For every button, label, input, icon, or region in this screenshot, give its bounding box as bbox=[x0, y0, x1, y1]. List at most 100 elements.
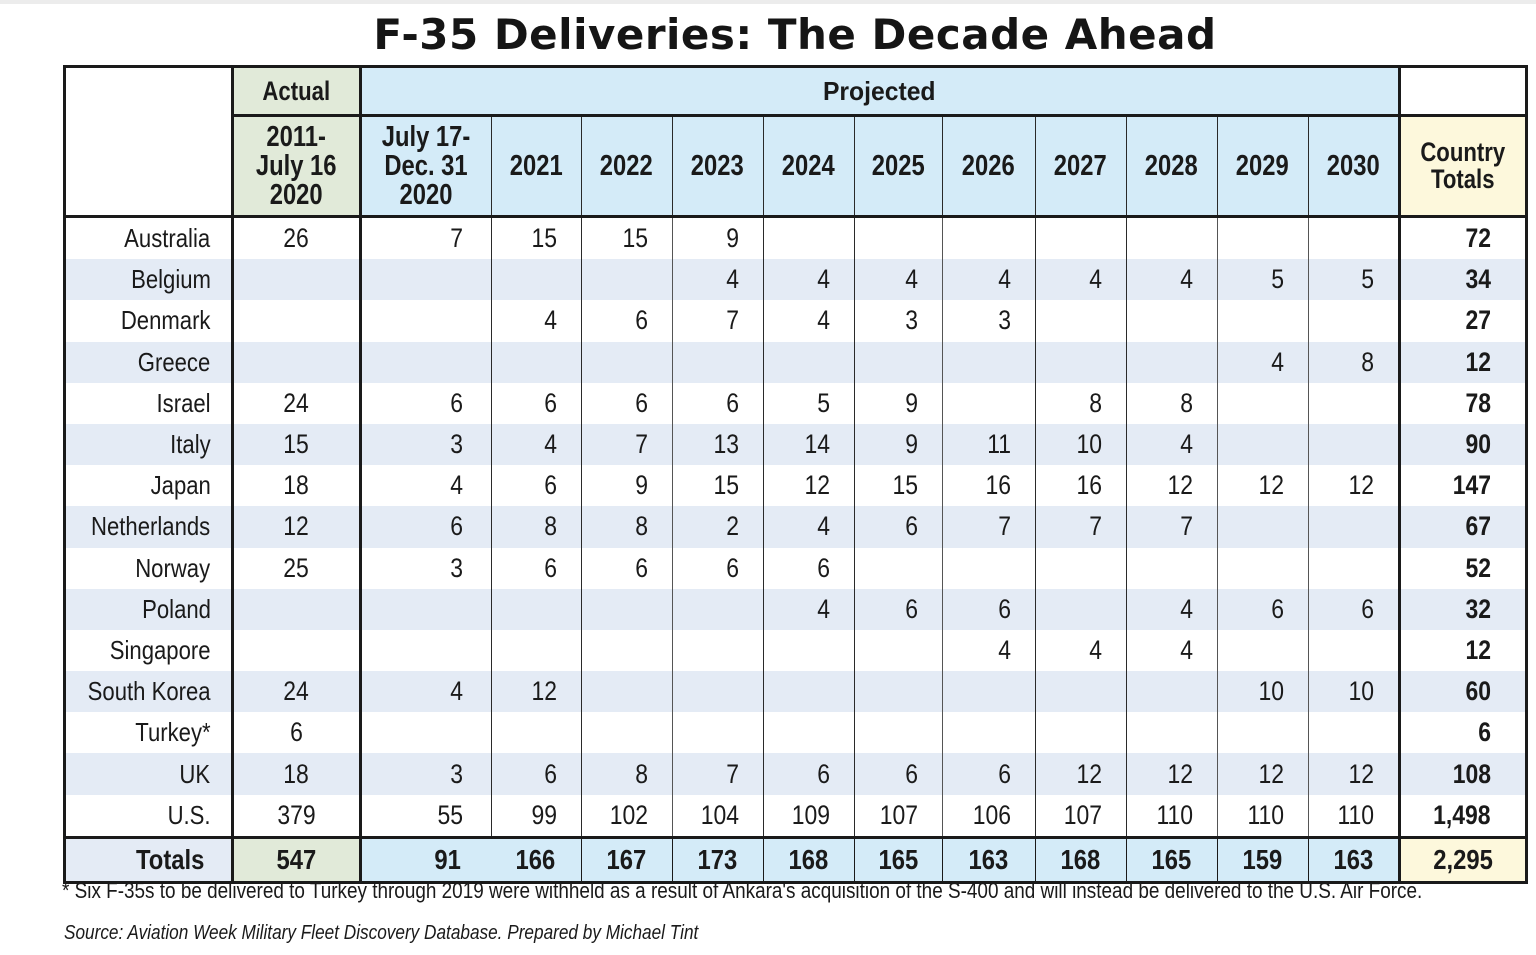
year-value-cell bbox=[942, 382, 1036, 424]
year-value-cell: 7 bbox=[1126, 506, 1218, 548]
table-row: Turkey* 6 6 bbox=[63, 712, 1528, 754]
country-total-cell: 72 bbox=[1397, 216, 1528, 260]
year-value-cell: 6 bbox=[672, 382, 764, 424]
actual-value-cell: 24 bbox=[230, 382, 362, 424]
year-value-cell: 107 bbox=[1035, 794, 1127, 838]
country-total-cell: 90 bbox=[1397, 423, 1528, 466]
year-value-cell: 110 bbox=[1336, 799, 1374, 830]
year-value-cell: 110 bbox=[1126, 794, 1218, 838]
totals-year-cell: 167 bbox=[581, 835, 673, 884]
actual-value-cell: 379 bbox=[230, 794, 362, 838]
column-header-july-dec: July 17- Dec. 31 2020 bbox=[360, 115, 492, 218]
july-dec-value-cell: 6 bbox=[360, 382, 492, 424]
july-dec-value-cell: 4 bbox=[360, 465, 492, 507]
july-dec-value-cell bbox=[360, 588, 492, 630]
country-name-cell: Greece bbox=[63, 341, 233, 383]
year-value-cell: 6 bbox=[942, 753, 1036, 795]
year-value-cell bbox=[672, 629, 764, 672]
year-value-cell: 6 bbox=[581, 300, 673, 342]
year-value-cell: 4 bbox=[763, 300, 855, 342]
group-header-actual: Actual bbox=[230, 65, 362, 117]
year-value-cell: 9 bbox=[854, 423, 943, 466]
totals-year-cell: 168 bbox=[1035, 835, 1127, 884]
totals-row: Totals 547 91 166 167 173 168 165 163 168 165 159 16… bbox=[63, 835, 1528, 884]
year-value-cell: 7 bbox=[672, 300, 764, 342]
table-row: Israel 24 6 6 6 6 5 9 8 8 78 bbox=[63, 382, 1528, 424]
year-value-cell: 8 bbox=[1126, 382, 1218, 424]
year-value-cell bbox=[581, 712, 673, 754]
year-value-cell: 4 bbox=[1217, 341, 1309, 383]
year-value-cell bbox=[1308, 630, 1399, 671]
country-name-cell: Italy bbox=[63, 423, 233, 466]
year-value-cell bbox=[1308, 217, 1399, 260]
july-dec-value-cell: 6 bbox=[360, 506, 492, 548]
country-name-cell: South Korea bbox=[63, 671, 233, 713]
actual-value-cell: 26 bbox=[230, 216, 362, 260]
year-value-cell: 4 bbox=[1126, 588, 1218, 630]
year-value-cell bbox=[854, 712, 943, 754]
year-value-cell bbox=[942, 547, 1036, 589]
year-value-cell bbox=[1126, 712, 1218, 754]
year-value-cell: 12 bbox=[1217, 753, 1309, 795]
deliveries-table: Actual Projected 2011- July 16 2020 July 1… bbox=[63, 65, 1528, 884]
year-value-cell bbox=[854, 216, 943, 260]
year-value-cell: 4 bbox=[763, 259, 855, 301]
july-dec-value-cell bbox=[360, 259, 492, 301]
year-value-cell: 6 bbox=[942, 588, 1036, 630]
july-dec-value-cell bbox=[360, 341, 492, 383]
actual-value-cell: 12 bbox=[230, 506, 362, 548]
year-value-cell: 104 bbox=[672, 794, 764, 838]
year-value-cell: 8 bbox=[581, 753, 673, 795]
year-value-cell: 10 bbox=[1217, 671, 1309, 713]
july-dec-value-cell: 55 bbox=[360, 794, 492, 838]
year-value-cell bbox=[581, 629, 673, 672]
table-row: Netherlands 12 6 8 8 2 4 6 7 7 7 67 bbox=[63, 506, 1528, 548]
year-value-cell: 2 bbox=[672, 506, 764, 548]
year-value-cell: 4 bbox=[942, 259, 1036, 301]
year-value-cell bbox=[1308, 548, 1399, 589]
year-value-cell: 12 bbox=[1126, 465, 1218, 507]
column-header-row: 2011- July 16 2020 July 17- Dec. 31 2020 202… bbox=[65, 115, 1528, 218]
country-name-cell: Poland bbox=[63, 588, 233, 630]
year-value-cell: 6 bbox=[581, 547, 673, 589]
year-value-cell: 4 bbox=[1126, 423, 1218, 466]
table-row: Japan 18 4 6 9 15 12 15 16 16 12 12 12 147 bbox=[63, 465, 1528, 507]
year-value-cell: 99 bbox=[491, 794, 582, 838]
actual-value-cell: 15 bbox=[230, 423, 362, 466]
year-value-cell bbox=[763, 712, 855, 754]
column-header-year: 2026 bbox=[942, 115, 1036, 218]
column-header-year: 2021 bbox=[491, 115, 582, 218]
actual-value-cell: 6 bbox=[230, 712, 362, 754]
actual-value-cell bbox=[230, 259, 362, 301]
table-row: South Korea 24 4 12 10 10 60 bbox=[63, 671, 1528, 713]
totals-year-cell: 166 bbox=[491, 835, 582, 884]
year-value-cell: 4 bbox=[1035, 629, 1127, 672]
actual-value-cell: 18 bbox=[230, 465, 362, 507]
column-header-year: 2025 bbox=[854, 115, 943, 218]
column-header-actual: 2011- July 16 2020 bbox=[230, 115, 362, 218]
totals-year-cell: 165 bbox=[1126, 835, 1218, 884]
actual-value-cell: 25 bbox=[230, 547, 362, 589]
year-value-cell bbox=[1035, 341, 1127, 383]
year-value-cell: 6 bbox=[854, 588, 943, 630]
year-value-cell: 16 bbox=[942, 465, 1036, 507]
year-value-cell bbox=[942, 712, 1036, 754]
year-value-cell bbox=[491, 341, 582, 383]
year-value-cell: 15 bbox=[854, 465, 943, 507]
year-value-cell: 4 bbox=[942, 629, 1036, 672]
country-total-cell: 67 bbox=[1397, 506, 1528, 548]
year-value-cell: 11 bbox=[942, 423, 1036, 466]
year-value-cell: 6 bbox=[672, 547, 764, 589]
year-value-cell bbox=[1217, 629, 1309, 672]
year-value-cell bbox=[1308, 712, 1399, 753]
totals-label-cell: Totals bbox=[63, 835, 233, 884]
column-header-year: 2023 bbox=[672, 115, 764, 218]
year-value-cell: 107 bbox=[854, 794, 943, 838]
year-value-cell: 15 bbox=[672, 465, 764, 507]
country-total-cell: 27 bbox=[1397, 300, 1528, 342]
year-value-cell bbox=[942, 341, 1036, 383]
year-value-cell: 8 bbox=[581, 506, 673, 548]
year-value-cell: 12 bbox=[1035, 753, 1127, 795]
table-row: Australia 26 7 15 15 9 72 bbox=[63, 216, 1528, 260]
year-value-cell: 12 bbox=[491, 671, 582, 713]
